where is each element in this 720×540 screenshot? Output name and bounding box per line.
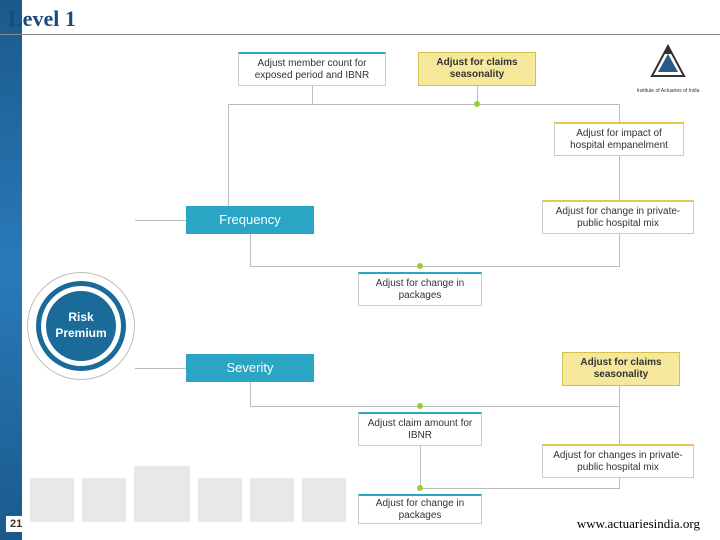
node-severity: Severity bbox=[186, 354, 314, 382]
connector-dot bbox=[417, 403, 423, 409]
connector bbox=[619, 406, 620, 444]
connector-dot bbox=[417, 263, 423, 269]
title-divider bbox=[0, 34, 720, 35]
connector bbox=[420, 488, 620, 489]
node-claim-ibnr: Adjust claim amount for IBNR bbox=[358, 412, 482, 446]
page-title: Level 1 bbox=[8, 6, 76, 32]
connector bbox=[619, 478, 620, 488]
node-packages-1: Adjust for change in packages bbox=[358, 272, 482, 306]
connector bbox=[312, 86, 313, 104]
connector bbox=[228, 104, 620, 105]
risk-label-1: Risk bbox=[68, 310, 93, 324]
connector bbox=[228, 122, 229, 206]
node-member-count: Adjust member count for exposed period a… bbox=[238, 52, 386, 86]
connector-dot bbox=[417, 485, 423, 491]
connector bbox=[619, 234, 620, 266]
background-squares bbox=[30, 478, 346, 522]
page-number: 21 bbox=[6, 516, 26, 532]
node-hospital-empanelment: Adjust for impact of hospital empanelmen… bbox=[554, 122, 684, 156]
connector bbox=[619, 192, 620, 200]
connector bbox=[420, 266, 620, 267]
node-private-public-1: Adjust for change in private-public hosp… bbox=[542, 200, 694, 234]
connector bbox=[250, 266, 420, 267]
connector-dot bbox=[474, 101, 480, 107]
risk-premium-node: Risk Premium bbox=[27, 272, 135, 380]
logo-caption: Institute of Actuaries of India bbox=[634, 88, 702, 94]
connector bbox=[420, 446, 421, 488]
connector bbox=[228, 104, 229, 122]
sidebar-stripe bbox=[0, 0, 22, 540]
logo-icon bbox=[644, 42, 692, 90]
node-claims-seasonality-2: Adjust for claims seasonality bbox=[562, 352, 680, 386]
node-claims-seasonality-1: Adjust for claims seasonality bbox=[418, 52, 536, 86]
risk-label-2: Premium bbox=[55, 326, 106, 340]
connector bbox=[619, 104, 620, 122]
connector bbox=[135, 368, 186, 369]
node-frequency: Frequency bbox=[186, 206, 314, 234]
connector bbox=[250, 382, 251, 406]
connector bbox=[250, 234, 251, 266]
connector bbox=[135, 220, 186, 221]
node-packages-2: Adjust for change in packages bbox=[358, 494, 482, 524]
connector bbox=[250, 406, 620, 407]
node-private-public-2: Adjust for changes in private-public hos… bbox=[542, 444, 694, 478]
connector bbox=[619, 386, 620, 406]
footer-url: www.actuariesindia.org bbox=[577, 516, 700, 532]
connector bbox=[619, 156, 620, 192]
